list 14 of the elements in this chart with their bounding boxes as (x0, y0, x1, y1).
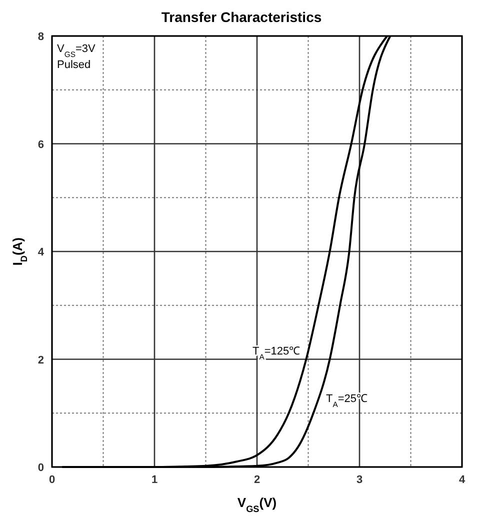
y-tick-label: 6 (38, 138, 44, 151)
x-axis-title: V$_{GS}$(V) (237, 495, 277, 514)
y-tick-label: 0 (38, 462, 44, 474)
annotation: Pulsed (57, 59, 91, 71)
x-tick-label: 0 (48, 474, 56, 486)
chart-title: Transfer Characteristics (161, 9, 322, 25)
x-tick-label: 1 (151, 474, 158, 486)
annotation: V$_{GS}$=3V (57, 43, 96, 58)
y-tick-label: 2 (38, 354, 44, 366)
y-tick-label: 4 (38, 246, 45, 258)
x-tick-label: 4 (458, 474, 466, 486)
x-tick-label: 2 (254, 474, 260, 486)
x-tick-label: 3 (356, 474, 363, 486)
y-tick-label: 8 (38, 31, 44, 43)
